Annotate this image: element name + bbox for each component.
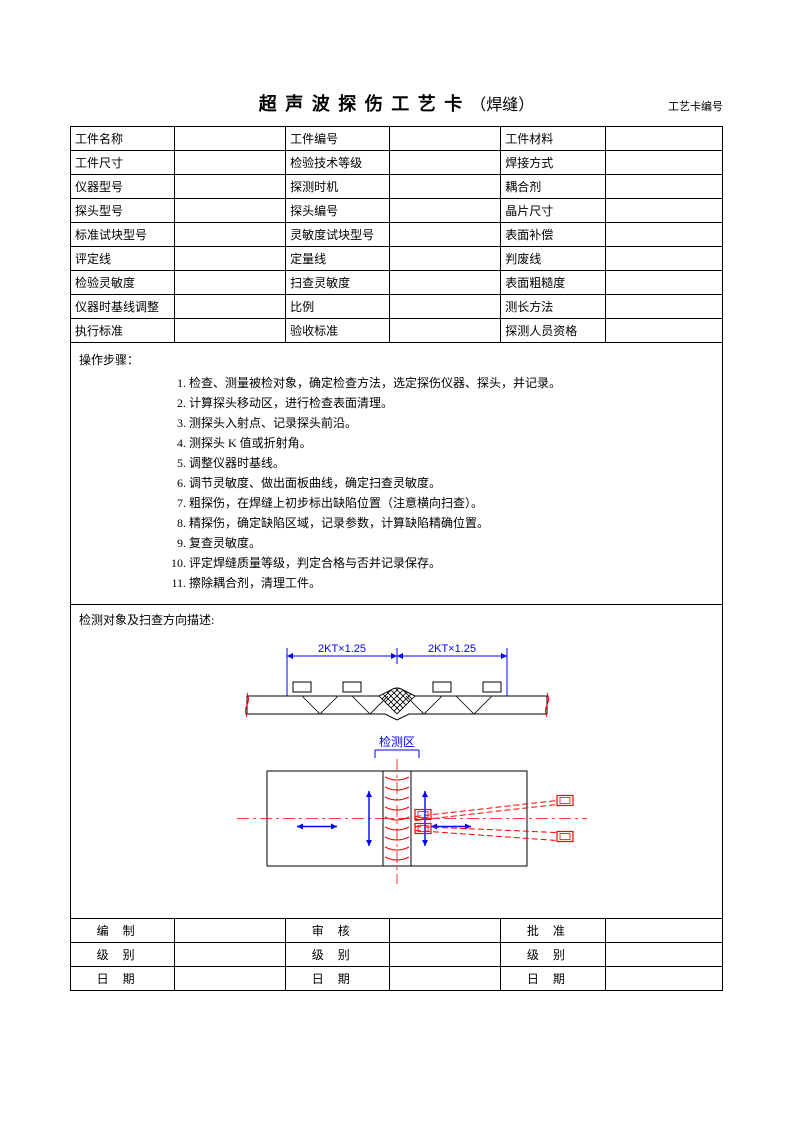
sign-value bbox=[390, 967, 501, 991]
field-label: 执行标准 bbox=[71, 319, 175, 343]
field-label: 仪器时基线调整 bbox=[71, 295, 175, 319]
field-value bbox=[390, 247, 501, 271]
field-label: 工件材料 bbox=[501, 127, 605, 151]
field-value bbox=[605, 223, 722, 247]
field-value bbox=[390, 319, 501, 343]
field-label: 定量线 bbox=[286, 247, 390, 271]
title-sub: （焊缝） bbox=[470, 91, 534, 115]
page: 超 声 波 探 伤 工 艺 卡 （焊缝） 工艺卡编号 工件名称工件编号工件材料工… bbox=[0, 0, 793, 1031]
field-label: 焊接方式 bbox=[501, 151, 605, 175]
sign-label: 日期 bbox=[71, 967, 175, 991]
field-value bbox=[390, 127, 501, 151]
field-value bbox=[175, 295, 286, 319]
sign-value bbox=[605, 967, 722, 991]
field-value bbox=[175, 271, 286, 295]
svg-text:检测区: 检测区 bbox=[378, 734, 414, 749]
field-label: 晶片尺寸 bbox=[501, 199, 605, 223]
field-value bbox=[175, 151, 286, 175]
field-label: 检验灵敏度 bbox=[71, 271, 175, 295]
step-item: 擦除耦合剂，清理工件。 bbox=[189, 574, 714, 592]
field-value bbox=[605, 247, 722, 271]
field-value bbox=[605, 319, 722, 343]
field-label: 扫查灵敏度 bbox=[286, 271, 390, 295]
svg-text:2KT×1.25: 2KT×1.25 bbox=[427, 643, 475, 655]
field-value bbox=[605, 175, 722, 199]
diagram-cell: 检测对象及扫查方向描述: 2KT×1.25 2KT×1.25 检测区 bbox=[71, 605, 723, 919]
field-value bbox=[390, 295, 501, 319]
sign-label: 级别 bbox=[71, 943, 175, 967]
field-value bbox=[175, 223, 286, 247]
title-row: 超 声 波 探 伤 工 艺 卡 （焊缝） 工艺卡编号 bbox=[70, 90, 723, 116]
sign-value bbox=[175, 919, 286, 943]
field-value bbox=[605, 199, 722, 223]
svg-text:2KT×1.25: 2KT×1.25 bbox=[317, 643, 365, 655]
field-value bbox=[390, 151, 501, 175]
steps-list: 检查、测量被检对象，确定检查方法，选定探伤仪器、探头，并记录。计算探头移动区，进… bbox=[79, 374, 714, 592]
field-value bbox=[605, 151, 722, 175]
field-value bbox=[390, 199, 501, 223]
sign-label: 批准 bbox=[501, 919, 605, 943]
step-item: 评定焊缝质量等级，判定合格与否并记录保存。 bbox=[189, 554, 714, 572]
field-label: 探测时机 bbox=[286, 175, 390, 199]
sign-value bbox=[175, 943, 286, 967]
weld-diagram: 2KT×1.25 2KT×1.25 检测区 bbox=[187, 636, 607, 906]
field-label: 仪器型号 bbox=[71, 175, 175, 199]
field-label: 评定线 bbox=[71, 247, 175, 271]
field-value bbox=[175, 199, 286, 223]
field-label: 表面补偿 bbox=[501, 223, 605, 247]
step-item: 粗探伤，在焊缝上初步标出缺陷位置（注意横向扫查）。 bbox=[189, 494, 714, 512]
field-value bbox=[390, 175, 501, 199]
title-main: 超 声 波 探 伤 工 艺 卡 bbox=[259, 90, 465, 116]
field-label: 探头型号 bbox=[71, 199, 175, 223]
field-label: 耦合剂 bbox=[501, 175, 605, 199]
sign-label: 级别 bbox=[286, 943, 390, 967]
step-item: 计算探头移动区，进行检查表面清理。 bbox=[189, 394, 714, 412]
field-value bbox=[175, 247, 286, 271]
step-item: 调节灵敏度、做出面板曲线，确定扫查灵敏度。 bbox=[189, 474, 714, 492]
card-number-label: 工艺卡编号 bbox=[668, 98, 723, 114]
field-label: 检验技术等级 bbox=[286, 151, 390, 175]
sign-value bbox=[605, 943, 722, 967]
sign-value bbox=[390, 943, 501, 967]
field-label: 工件编号 bbox=[286, 127, 390, 151]
field-value bbox=[390, 271, 501, 295]
step-item: 精探伤，确定缺陷区域，记录参数，计算缺陷精确位置。 bbox=[189, 514, 714, 532]
sign-value bbox=[175, 967, 286, 991]
field-label: 灵敏度试块型号 bbox=[286, 223, 390, 247]
field-value bbox=[605, 127, 722, 151]
field-value bbox=[175, 175, 286, 199]
field-label: 探头编号 bbox=[286, 199, 390, 223]
field-value bbox=[390, 223, 501, 247]
field-value bbox=[175, 127, 286, 151]
sign-label: 日期 bbox=[501, 967, 605, 991]
field-label: 探测人员资格 bbox=[501, 319, 605, 343]
field-label: 标准试块型号 bbox=[71, 223, 175, 247]
step-item: 复查灵敏度。 bbox=[189, 534, 714, 552]
process-card-table: 工件名称 工件编号 工件材料工件尺寸 检验技术等级 焊接方式仪器型号 探测时机 耦合剂探头型… bbox=[70, 126, 723, 991]
steps-title: 操作步骤： bbox=[79, 351, 714, 368]
field-label: 测长方法 bbox=[501, 295, 605, 319]
field-label: 判废线 bbox=[501, 247, 605, 271]
steps-cell: 操作步骤： 检查、测量被检对象，确定检查方法，选定探伤仪器、探头，并记录。计算探… bbox=[71, 343, 723, 605]
step-item: 测探头 K 值或折射角。 bbox=[189, 434, 714, 452]
step-item: 测探头入射点、记录探头前沿。 bbox=[189, 414, 714, 432]
step-item: 调整仪器时基线。 bbox=[189, 454, 714, 472]
step-item: 检查、测量被检对象，确定检查方法，选定探伤仪器、探头，并记录。 bbox=[189, 374, 714, 392]
sign-value bbox=[390, 919, 501, 943]
sign-label: 审核 bbox=[286, 919, 390, 943]
field-label: 表面粗糙度 bbox=[501, 271, 605, 295]
diagram-wrap: 2KT×1.25 2KT×1.25 检测区 bbox=[79, 636, 714, 910]
sign-label: 日期 bbox=[286, 967, 390, 991]
field-label: 验收标准 bbox=[286, 319, 390, 343]
field-value bbox=[605, 271, 722, 295]
sign-label: 级别 bbox=[501, 943, 605, 967]
sign-label: 编制 bbox=[71, 919, 175, 943]
field-label: 工件尺寸 bbox=[71, 151, 175, 175]
field-value bbox=[175, 319, 286, 343]
field-label: 比例 bbox=[286, 295, 390, 319]
field-value bbox=[605, 295, 722, 319]
sign-value bbox=[605, 919, 722, 943]
field-label: 工件名称 bbox=[71, 127, 175, 151]
diagram-title: 检测对象及扫查方向描述: bbox=[79, 611, 714, 628]
